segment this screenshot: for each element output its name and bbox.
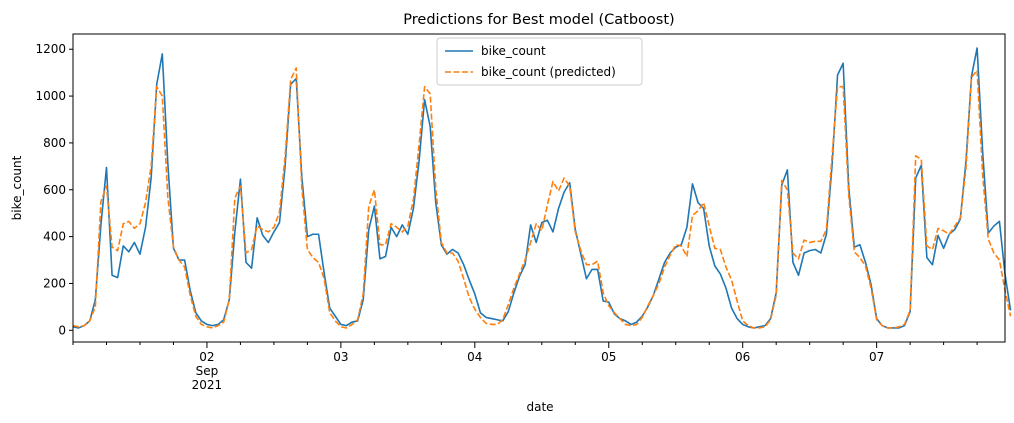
x-axis-label: date — [526, 400, 553, 414]
y-tick-label: 1200 — [35, 42, 66, 56]
y-tick-label: 600 — [43, 183, 66, 197]
x-tick-label: 03 — [333, 350, 348, 364]
y-tick-label: 800 — [43, 136, 66, 150]
y-tick-label: 400 — [43, 230, 66, 244]
y-tick-label: 200 — [43, 276, 66, 290]
x-tick-year-label: 2021 — [192, 378, 223, 392]
x-tick-month-label: Sep — [196, 364, 219, 378]
x-tick-label: 02 — [199, 350, 214, 364]
x-tick-label: 06 — [735, 350, 750, 364]
plot-frame — [72, 33, 1006, 343]
legend: bike_count bike_count (predicted) — [436, 37, 643, 86]
x-tick-label: 04 — [467, 350, 482, 364]
legend-box — [436, 37, 643, 86]
y-axis-label: bike_count — [10, 155, 24, 220]
x-tick-label: 05 — [601, 350, 616, 364]
series-group — [72, 47, 1012, 329]
y-tick-label: 0 — [58, 323, 66, 337]
series-line-predicted — [72, 67, 1012, 329]
y-axis: 0 200 400 600 800 1000 1200 — [35, 42, 73, 337]
legend-label: bike_count (predicted) — [481, 65, 616, 79]
legend-label: bike_count — [481, 44, 546, 58]
chart-title: Predictions for Best model (Catboost) — [403, 12, 674, 28]
y-tick-label: 1000 — [35, 89, 66, 103]
x-tick-label: 07 — [869, 350, 884, 364]
